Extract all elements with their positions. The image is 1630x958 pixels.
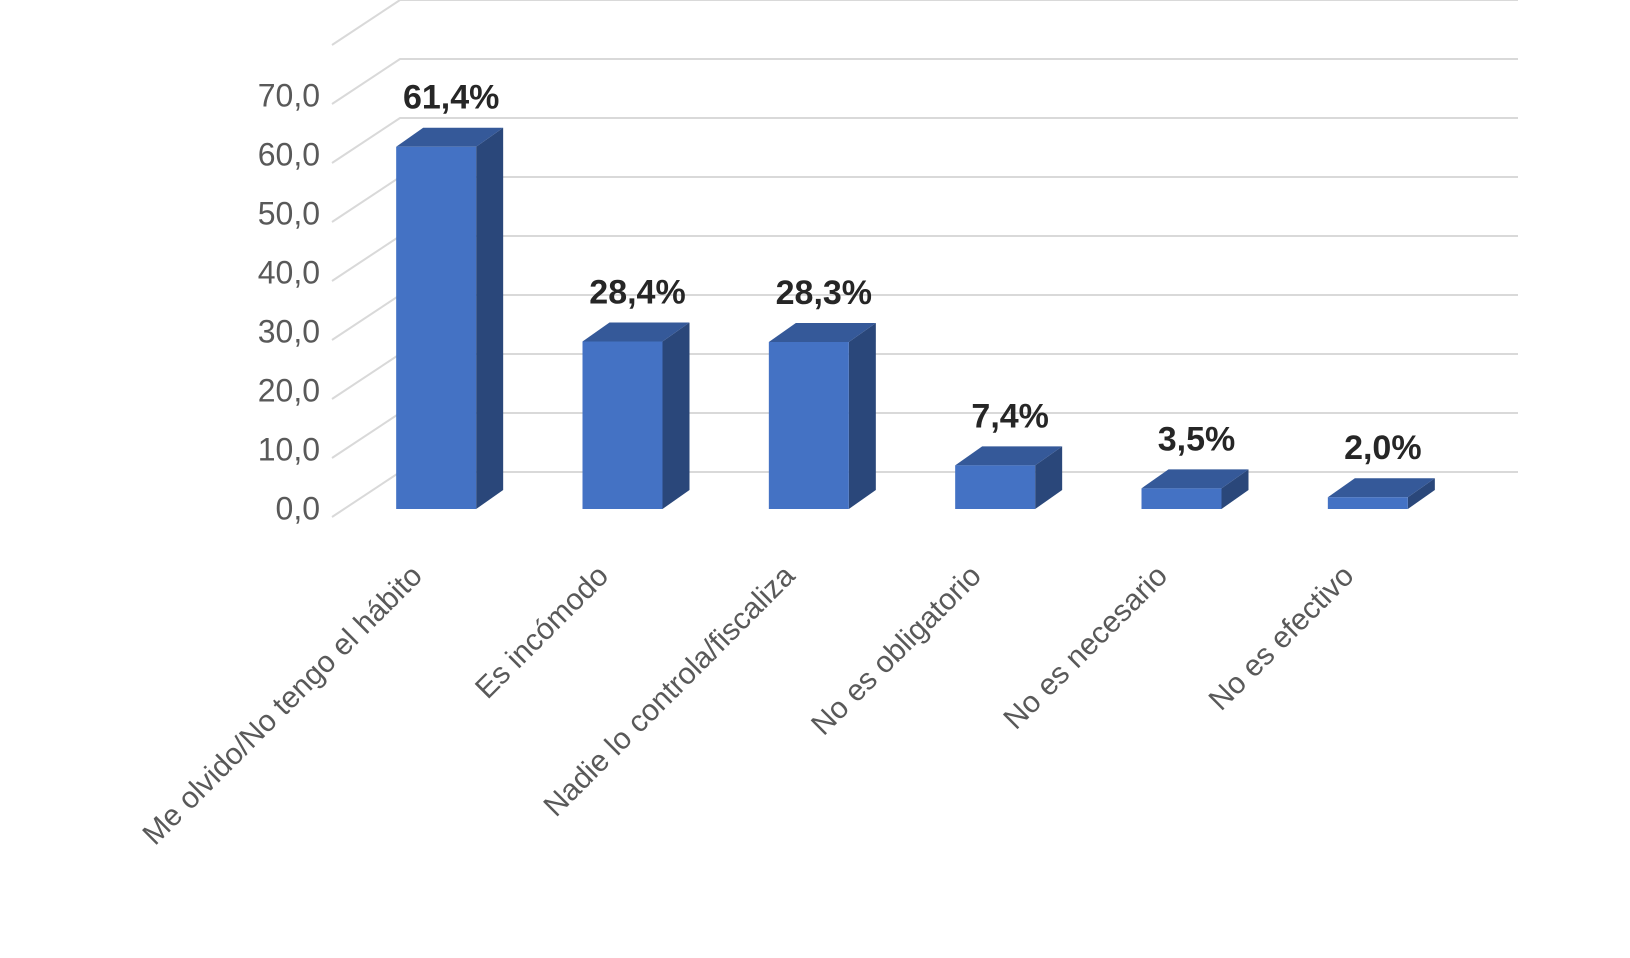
value-label: 28,3%	[776, 274, 872, 312]
y-tick-label: 0,0	[276, 490, 320, 526]
x-tick-label: No es efectivo	[1203, 559, 1361, 717]
x-tick-label: No es necesario	[997, 559, 1174, 736]
grid-line	[331, 117, 1518, 164]
bar-top	[396, 127, 504, 147]
bar-side	[476, 127, 504, 510]
value-label: 61,4%	[403, 79, 499, 117]
y-tick-label: 70,0	[258, 77, 320, 113]
grid-line	[331, 235, 1518, 282]
value-label: 28,4%	[589, 273, 685, 311]
bar-front	[955, 465, 1036, 509]
bar-front	[768, 342, 849, 509]
bar	[582, 322, 690, 509]
bar-top	[955, 446, 1063, 466]
bar	[768, 323, 876, 509]
y-tick-label: 30,0	[258, 313, 320, 349]
bar-front	[1327, 497, 1408, 509]
x-tick-label: Me olvido/No tengo el hábito	[137, 559, 429, 851]
bar-side	[662, 322, 690, 509]
bar-top	[768, 323, 876, 343]
bar	[1327, 478, 1435, 509]
x-tick-label: No es obligatorio	[805, 559, 988, 742]
grid-line	[331, 294, 1518, 341]
value-label: 3,5%	[1158, 420, 1236, 458]
bar-side	[1407, 478, 1435, 509]
grid-line	[331, 58, 1518, 105]
bar-side	[1221, 469, 1249, 509]
y-tick-label: 20,0	[258, 372, 320, 408]
bar	[1141, 469, 1249, 509]
grid-line	[331, 0, 1518, 46]
value-label: 7,4%	[971, 397, 1049, 435]
grid-line	[331, 412, 1518, 459]
bar-top	[1141, 469, 1249, 489]
y-tick-label: 50,0	[258, 195, 320, 231]
x-tick-label: Es incómodo	[469, 559, 615, 705]
y-tick-label: 10,0	[258, 431, 320, 467]
bar-side	[1035, 446, 1063, 509]
bar-front	[396, 146, 477, 510]
bar-front	[582, 341, 663, 509]
value-label: 2,0%	[1344, 429, 1422, 467]
bar-top	[1327, 478, 1435, 498]
grid-line	[331, 353, 1518, 400]
bar-top	[582, 322, 690, 342]
bar	[396, 127, 504, 510]
y-tick-label: 40,0	[258, 254, 320, 290]
bar	[955, 446, 1063, 509]
bar-front	[1141, 488, 1222, 509]
grid-line	[331, 176, 1518, 223]
bar-side	[848, 323, 876, 509]
y-tick-label: 60,0	[258, 136, 320, 172]
